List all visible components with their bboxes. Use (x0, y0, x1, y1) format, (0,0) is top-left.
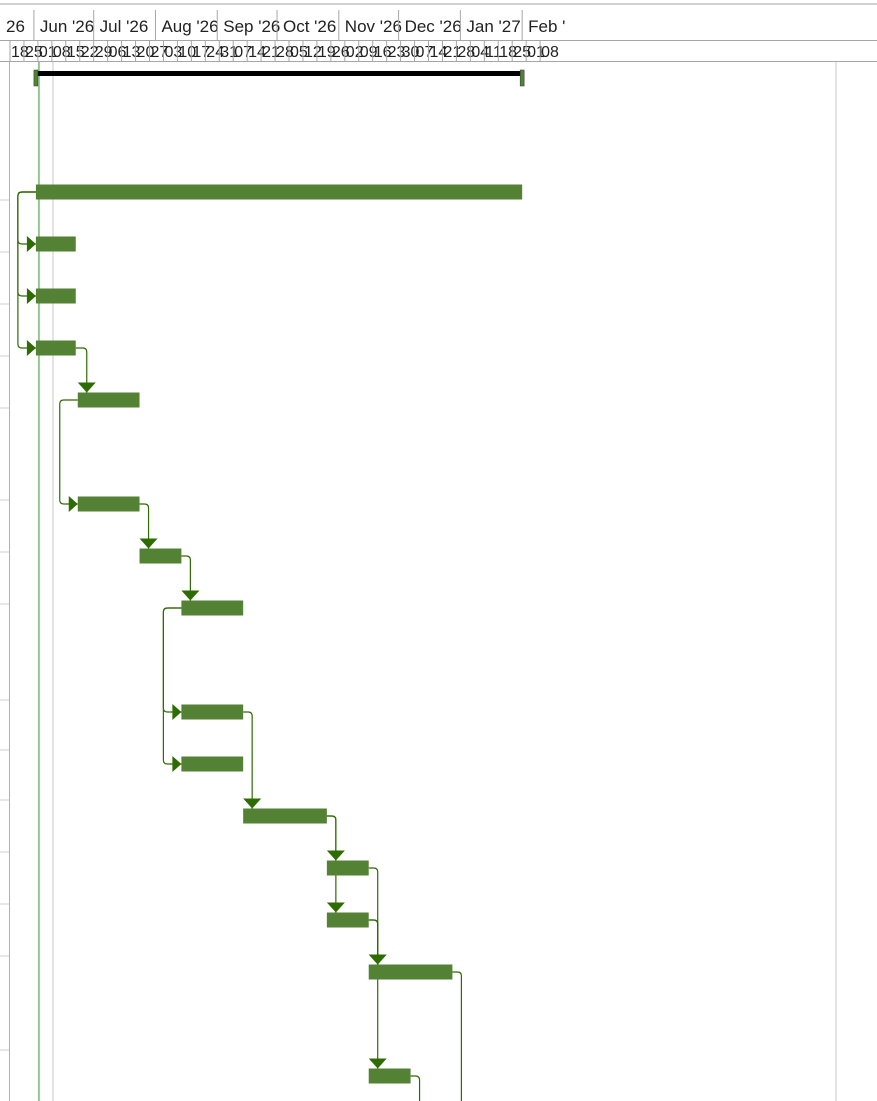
month-label: Oct '26 (283, 17, 336, 36)
task-bar[interactable] (35, 288, 76, 304)
timescale-header: 26 Jun '26 Jul '26 Aug '26 Sep '26 Oct '26 Nov… (0, 3, 877, 62)
task-bar[interactable] (326, 860, 369, 876)
dependency-link (162, 607, 182, 765)
arrow-down-icon (243, 798, 262, 809)
dependency-link (368, 919, 379, 1069)
arrow-right-icon (68, 496, 78, 512)
task-bar[interactable] (368, 964, 453, 980)
dependency-link (452, 971, 463, 1101)
arrow-right-icon (172, 704, 182, 720)
dependency-links (17, 191, 463, 1101)
arrow-right-icon (26, 236, 36, 252)
task-bar[interactable] (181, 704, 244, 720)
dependency-link (243, 711, 253, 809)
month-label: Jun '26 (40, 17, 94, 36)
task-bar[interactable] (368, 1068, 411, 1084)
task-bar[interactable] (35, 340, 76, 356)
month-label: Jul '26 (100, 17, 149, 36)
month-label: Feb ' (528, 17, 565, 36)
dependency-link (326, 815, 337, 913)
task-bar[interactable] (139, 548, 182, 564)
task-bar[interactable] (77, 496, 140, 512)
dependency-link (368, 867, 379, 965)
month-label: Nov '26 (345, 17, 402, 36)
month-label: Jan '27 (466, 17, 520, 36)
task-bar[interactable] (326, 912, 369, 928)
arrow-down-icon (368, 1058, 387, 1069)
task-bar[interactable] (243, 808, 327, 824)
dependency-link (181, 555, 191, 601)
gridlines (0, 62, 837, 1101)
dependency-link (17, 191, 36, 349)
task-bar[interactable] (181, 756, 244, 772)
month-label: 26 (6, 17, 25, 36)
arrow-right-icon (26, 288, 36, 304)
task-bars (35, 184, 523, 1084)
arrow-down-icon (139, 538, 158, 549)
arrow-down-icon (77, 382, 96, 393)
dependency-link (139, 503, 150, 549)
month-label: Aug '26 (161, 17, 218, 36)
project-summary-bar[interactable] (35, 71, 523, 76)
arrow-down-icon (326, 902, 345, 913)
month-label: Dec '26 (405, 17, 462, 36)
task-bar[interactable] (77, 392, 140, 408)
task-bar[interactable] (35, 236, 76, 252)
week-label: 08 (541, 44, 559, 61)
project-summary-end-cap (519, 69, 525, 87)
dependency-link (59, 399, 78, 505)
dependency-link (410, 1075, 421, 1101)
project-summary-layer (33, 69, 525, 87)
project-summary-start-cap (33, 69, 39, 87)
dependency-link (75, 347, 88, 393)
month-label: Sep '26 (223, 17, 280, 36)
task-bar[interactable] (35, 184, 523, 200)
task-bar[interactable] (181, 600, 244, 616)
arrow-right-icon (26, 340, 36, 356)
arrow-down-icon (181, 590, 200, 601)
arrow-right-icon (172, 756, 182, 772)
